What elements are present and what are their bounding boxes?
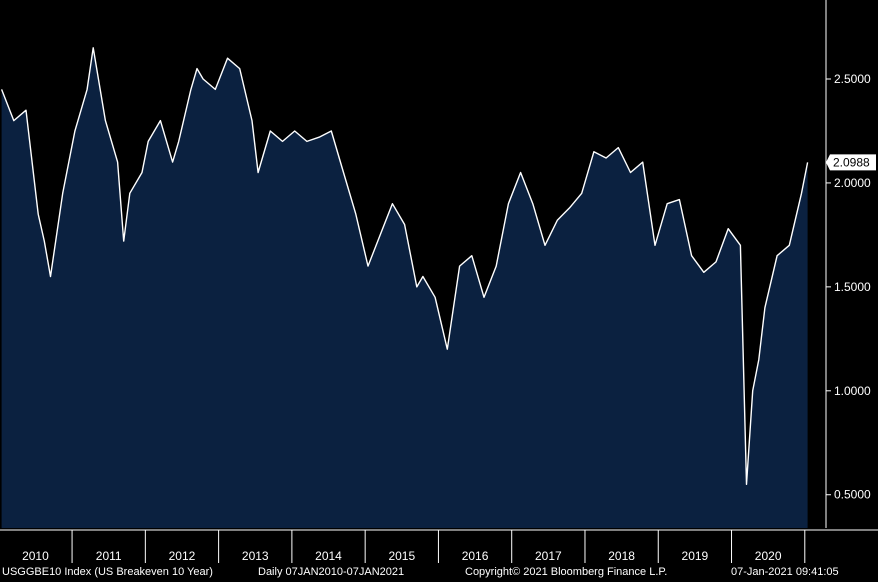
x-tick-label: 2010 bbox=[22, 549, 49, 563]
x-tick-label: 2020 bbox=[755, 549, 782, 563]
y-tick-label: 2.0000 bbox=[834, 176, 871, 190]
x-tick-label: 2014 bbox=[315, 549, 342, 563]
x-axis: 2010 2011 2012 2013 2014 2015 2016 2017 2018 2019… bbox=[0, 529, 878, 563]
last-value-badge: 2.0988 bbox=[826, 154, 876, 171]
plot-area bbox=[0, 47, 809, 529]
x-tick-label: 2017 bbox=[535, 549, 562, 563]
footer-copyright: Copyright© 2021 Bloomberg Finance L.P. bbox=[465, 566, 668, 578]
y-tick-label: 0.5000 bbox=[834, 488, 871, 502]
footer-timestamp: 07-Jan-2021 09:41:05 bbox=[731, 566, 839, 578]
x-tick-label: 2011 bbox=[96, 549, 122, 563]
x-tick-label: 2015 bbox=[388, 549, 415, 563]
series-area bbox=[1, 47, 808, 529]
x-tick-label: 2016 bbox=[462, 549, 489, 563]
y-tick-label: 1.5000 bbox=[834, 280, 871, 294]
y-axis: 2.5000 2.0000 1.5000 1.0000 0.5000 bbox=[825, 0, 871, 528]
footer-bar: USGGBE10 Index (US Breakeven 10 Year) Da… bbox=[0, 564, 878, 582]
footer-ticker: USGGBE10 Index (US Breakeven 10 Year) bbox=[2, 566, 213, 578]
last-value-label: 2.0988 bbox=[833, 155, 870, 169]
series-line bbox=[0, 47, 809, 485]
x-tick-label: 2019 bbox=[682, 549, 709, 563]
y-tick-label: 1.0000 bbox=[834, 384, 871, 398]
last-value-badge-shape bbox=[826, 154, 876, 171]
y-tick-label: 2.5000 bbox=[834, 72, 871, 86]
x-tick-label: 2013 bbox=[242, 549, 269, 563]
footer-range: Daily 07JAN2010-07JAN2021 bbox=[258, 566, 405, 578]
x-tick-label: 2018 bbox=[608, 549, 635, 563]
x-tick-label: 2012 bbox=[169, 549, 196, 563]
